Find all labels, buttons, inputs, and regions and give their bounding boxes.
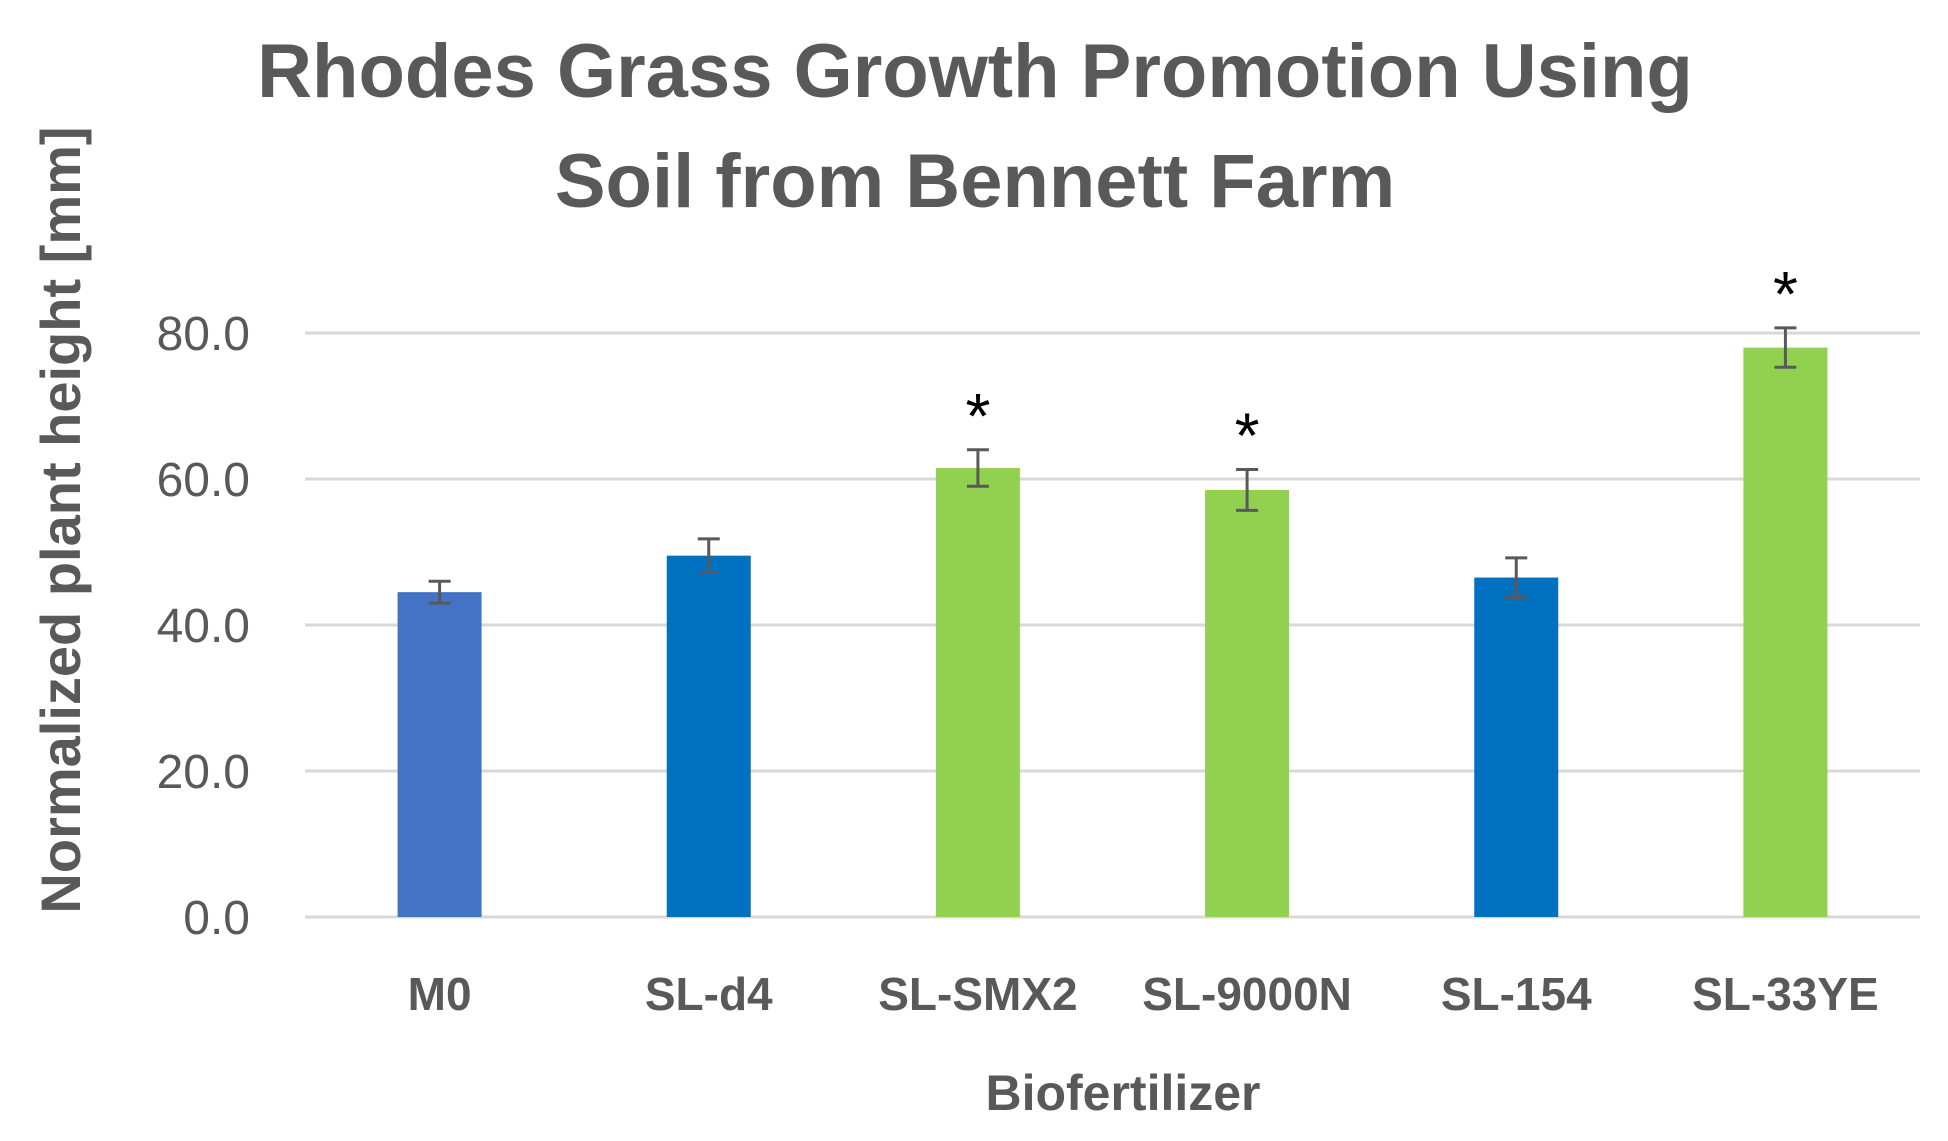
x-tick-labels: M0 SL-d4 SL-SMX2 SL-9000N SL-154 SL-33YE <box>408 968 1879 1020</box>
x-tick-label: SL-d4 <box>645 968 773 1020</box>
x-tick-label: SL-SMX2 <box>878 968 1077 1020</box>
y-axis-label: Normalized plant height [mm] <box>29 126 92 913</box>
error-bar <box>1505 556 1528 599</box>
bar <box>1474 577 1559 917</box>
error-bar <box>1236 468 1259 512</box>
x-axis-label: Biofertilizer <box>985 1065 1260 1121</box>
y-tick-labels: 0.0 20.0 40.0 60.0 80.0 <box>157 308 250 945</box>
bar <box>397 592 482 917</box>
significance-star: * <box>965 380 990 452</box>
error-bars <box>428 326 1797 605</box>
x-tick-label: SL-154 <box>1441 968 1592 1020</box>
error-bar <box>697 537 720 574</box>
bar <box>666 555 751 917</box>
y-tick-label: 40.0 <box>157 600 250 653</box>
chart-title-line-2: Soil from Bennett Farm <box>554 139 1396 224</box>
significance-star: * <box>1773 258 1798 330</box>
gridlines <box>305 331 1920 919</box>
x-tick-label: SL-33YE <box>1692 968 1879 1020</box>
bar <box>1205 489 1290 917</box>
error-bar <box>1774 326 1797 369</box>
significance-markers: * * * <box>965 258 1797 472</box>
error-bar <box>966 448 989 488</box>
bar <box>1743 347 1828 918</box>
bar <box>935 468 1020 917</box>
chart-title-line-1: Rhodes Grass Growth Promotion Using <box>257 29 1693 114</box>
x-tick-label: SL-9000N <box>1142 968 1352 1020</box>
error-bar <box>428 579 451 605</box>
x-tick-label: M0 <box>408 968 472 1020</box>
bars <box>397 347 1828 918</box>
y-tick-label: 0.0 <box>183 892 250 945</box>
y-tick-label: 60.0 <box>157 454 250 507</box>
y-tick-label: 20.0 <box>157 746 250 799</box>
y-tick-label: 80.0 <box>157 308 250 361</box>
significance-star: * <box>1235 400 1260 472</box>
